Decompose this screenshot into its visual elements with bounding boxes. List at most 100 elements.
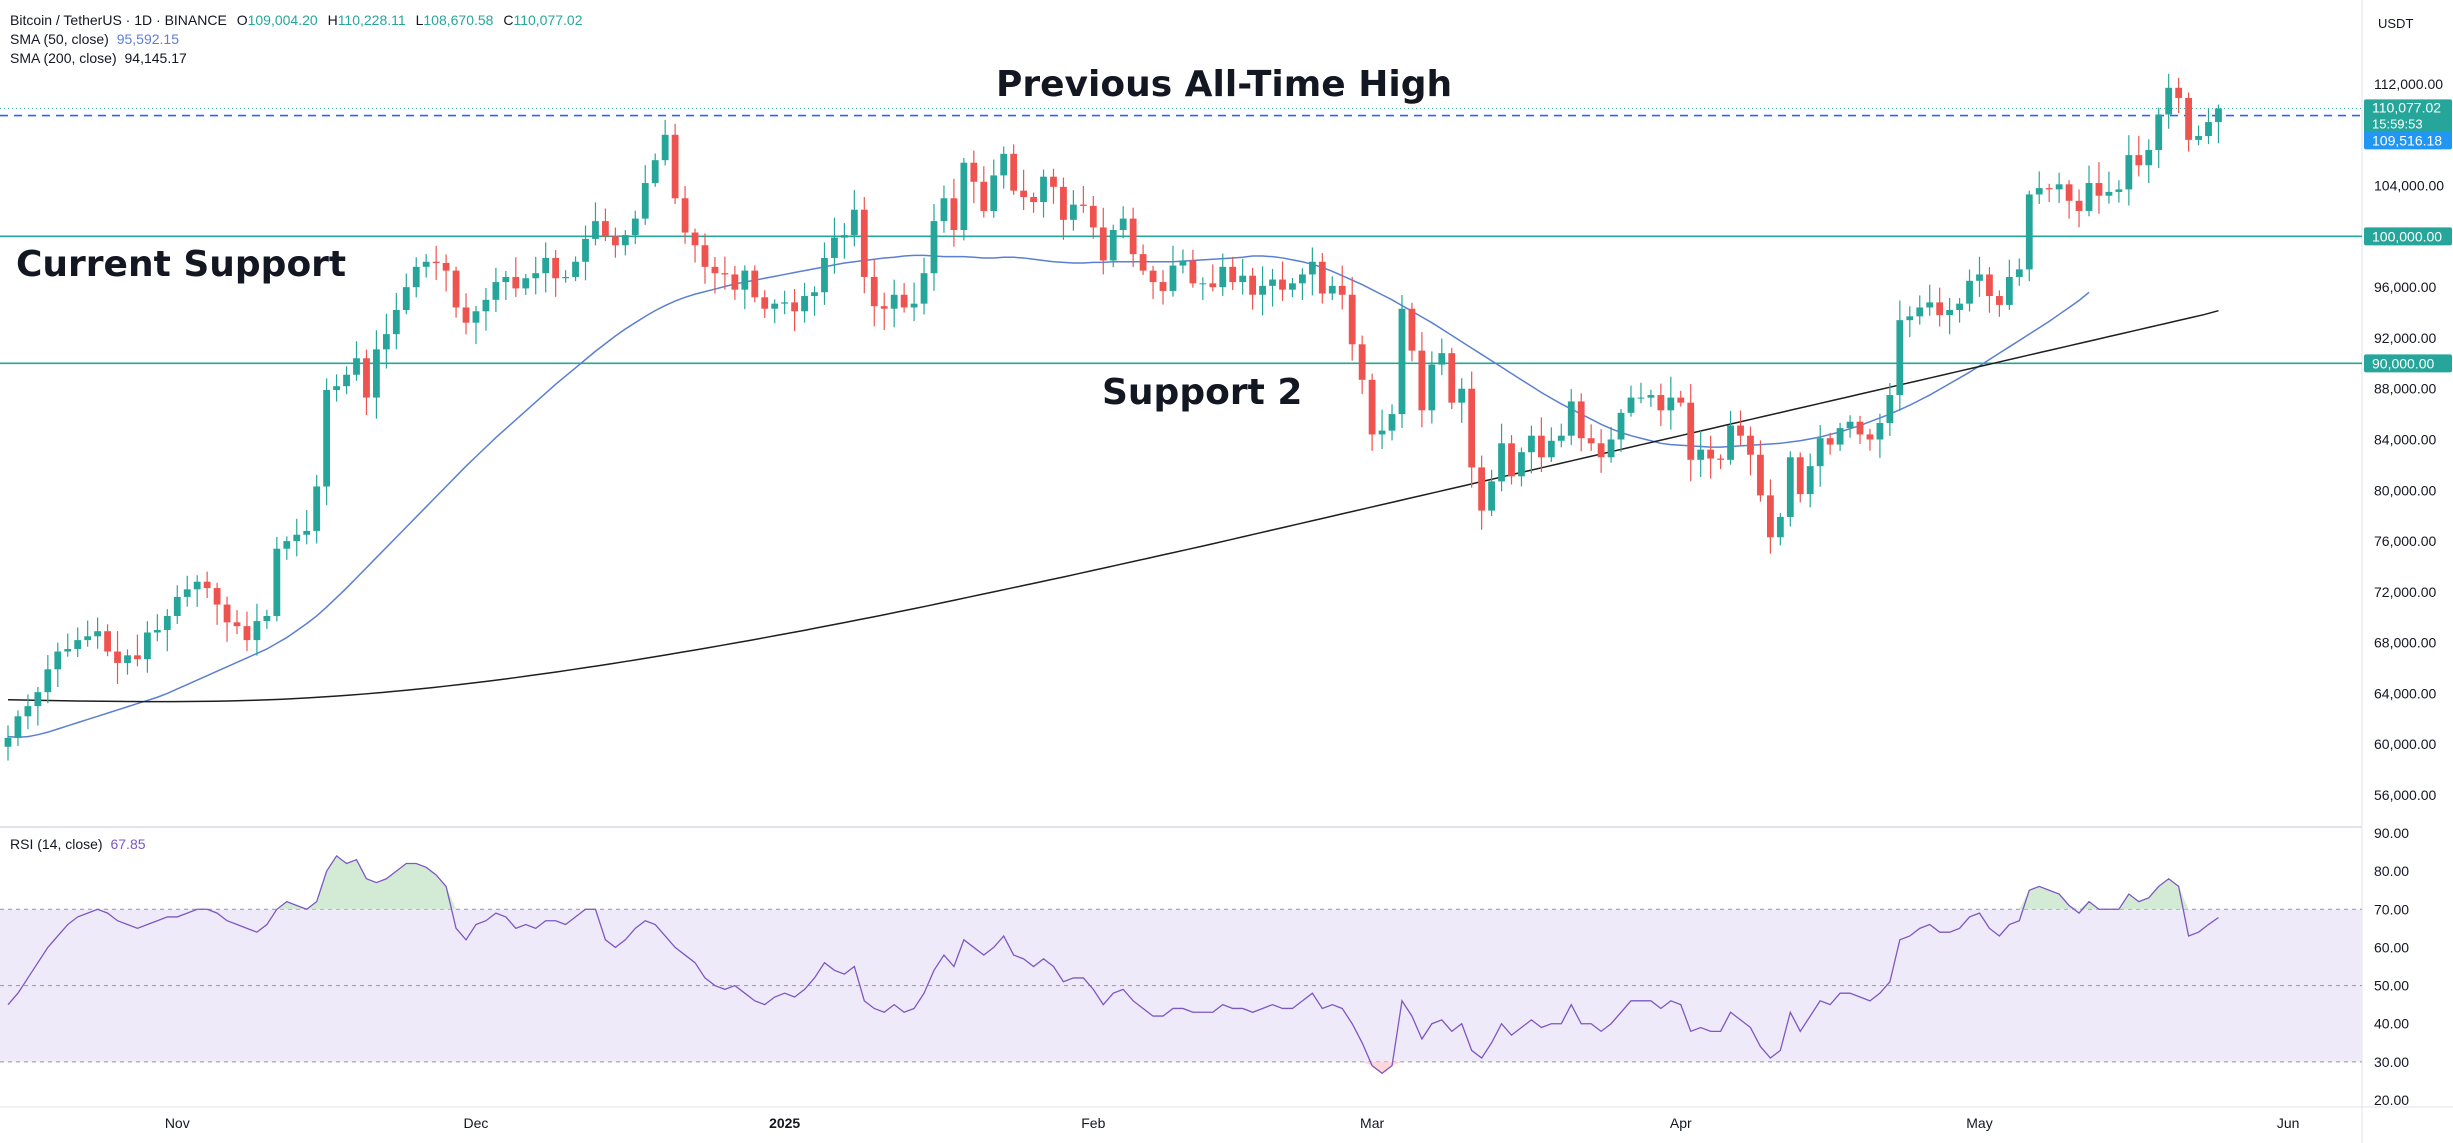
time-tick-label: Apr bbox=[1670, 1115, 1692, 1131]
candle-body bbox=[1906, 316, 1914, 321]
candle-body bbox=[1418, 350, 1426, 411]
rsi-tick-label: 40.00 bbox=[2374, 1016, 2409, 1032]
candle-body bbox=[1717, 458, 1725, 460]
candle-body bbox=[602, 221, 609, 237]
candle-body bbox=[900, 294, 908, 308]
candle-body bbox=[2045, 188, 2053, 190]
candle-body bbox=[1239, 275, 1247, 283]
ohlc-high-key: H bbox=[327, 12, 338, 28]
candle-body bbox=[681, 198, 689, 233]
candle-body bbox=[1478, 467, 1486, 511]
sma50-value: 95,592.15 bbox=[116, 31, 180, 47]
sma200-legend[interactable]: SMA (200, close) 94,145.17 bbox=[10, 50, 187, 66]
candle-body bbox=[1637, 397, 1645, 399]
candle-body bbox=[2155, 114, 2163, 151]
candle-body bbox=[1826, 438, 1834, 445]
candle-body bbox=[840, 235, 848, 238]
candle-body bbox=[910, 303, 918, 308]
candle-body bbox=[1498, 443, 1505, 482]
candle-body bbox=[1299, 274, 1306, 284]
candle-body bbox=[542, 257, 550, 274]
candle-body bbox=[1358, 344, 1366, 380]
ohlc-low-value: 108,670.58 bbox=[423, 12, 494, 28]
candle-body bbox=[1856, 421, 1864, 435]
candle-body bbox=[801, 296, 808, 312]
price-tick-label: 64,000.00 bbox=[2374, 685, 2436, 701]
candle-body bbox=[1697, 449, 1705, 460]
time-tick-label: Mar bbox=[1360, 1115, 1384, 1131]
price-tick-label: 72,000.00 bbox=[2374, 584, 2436, 600]
candle-body bbox=[1199, 283, 1207, 285]
candle-body bbox=[1557, 435, 1565, 441]
candle-body bbox=[631, 218, 639, 236]
candle-body bbox=[1577, 401, 1585, 439]
candle-body bbox=[661, 134, 669, 161]
candle-body bbox=[2105, 191, 2113, 196]
candle-body bbox=[1936, 302, 1944, 316]
candle-body bbox=[621, 235, 629, 246]
candle-body bbox=[64, 648, 72, 652]
candle-body bbox=[1428, 364, 1436, 411]
candle-body bbox=[1368, 379, 1376, 435]
candle-body bbox=[1508, 443, 1515, 477]
candle-body bbox=[1896, 320, 1904, 396]
candle-body bbox=[442, 263, 450, 271]
candle-body bbox=[1657, 395, 1665, 411]
price-tick-label: 68,000.00 bbox=[2374, 635, 2436, 651]
candle-body bbox=[731, 274, 739, 290]
candle-body bbox=[402, 287, 410, 310]
candle-body bbox=[1169, 265, 1177, 291]
candle-body bbox=[2115, 189, 2123, 192]
candle-body bbox=[1727, 425, 1734, 460]
candle-body bbox=[363, 358, 370, 398]
candle-body bbox=[2205, 122, 2212, 137]
rsi-tick-label: 60.00 bbox=[2374, 939, 2409, 955]
countdown-text: 15:59:53 bbox=[2372, 116, 2423, 131]
candle-body bbox=[2165, 87, 2173, 115]
price-axis[interactable]: 56,000.00 60,000.00 64,000.00 68,000.00 72,0… bbox=[2374, 76, 2444, 1108]
candle-body bbox=[303, 530, 311, 535]
sma50-legend[interactable]: SMA (50, close) 95,592.15 bbox=[10, 31, 179, 47]
candle-body bbox=[572, 261, 579, 277]
candle-body bbox=[1348, 294, 1356, 345]
candle-body bbox=[2195, 136, 2202, 140]
candle-body bbox=[1378, 430, 1386, 435]
candle-body bbox=[2095, 183, 2103, 196]
candle-body bbox=[1786, 457, 1794, 517]
candle-body bbox=[84, 636, 92, 641]
candle-body bbox=[1926, 302, 1934, 308]
candle-body bbox=[1269, 279, 1276, 286]
candle-body bbox=[1796, 457, 1804, 495]
ath-annotation: Previous All-Time High bbox=[996, 64, 1453, 105]
candle-body bbox=[1448, 353, 1456, 403]
candle-body bbox=[452, 270, 460, 308]
candle-body bbox=[412, 266, 420, 288]
candle-body bbox=[2085, 183, 2093, 211]
candle-body bbox=[243, 626, 251, 641]
candle-body bbox=[2185, 97, 2192, 140]
time-tick-label: Jun bbox=[2277, 1115, 2300, 1131]
candle-body bbox=[283, 541, 291, 549]
candle-body bbox=[1866, 434, 1874, 440]
price-tick-label: 88,000.00 bbox=[2374, 381, 2436, 397]
rsi-legend[interactable]: RSI (14, close) 67.85 bbox=[10, 836, 146, 852]
candle-body bbox=[492, 282, 500, 300]
symbol-legend[interactable]: Bitcoin / TetherUS · 1D · BINANCE O109,0… bbox=[10, 12, 583, 28]
candle-body bbox=[1388, 414, 1396, 431]
candle-body bbox=[582, 238, 589, 262]
ohlc-open-key: O bbox=[236, 12, 248, 28]
candle-body bbox=[2065, 184, 2073, 201]
candle-body bbox=[143, 632, 151, 660]
candle-body bbox=[163, 615, 171, 630]
levels bbox=[0, 107, 2362, 365]
candle-body bbox=[2015, 269, 2023, 277]
candle-body bbox=[34, 692, 42, 707]
time-axis[interactable]: Nov Dec 2025 Feb Mar Apr May Jun bbox=[165, 1115, 2300, 1131]
candle-body bbox=[1010, 153, 1018, 191]
candle-body bbox=[382, 334, 390, 350]
candle-body bbox=[193, 581, 201, 590]
time-tick-label: Dec bbox=[464, 1115, 489, 1131]
time-tick-label: Feb bbox=[1081, 1115, 1105, 1131]
